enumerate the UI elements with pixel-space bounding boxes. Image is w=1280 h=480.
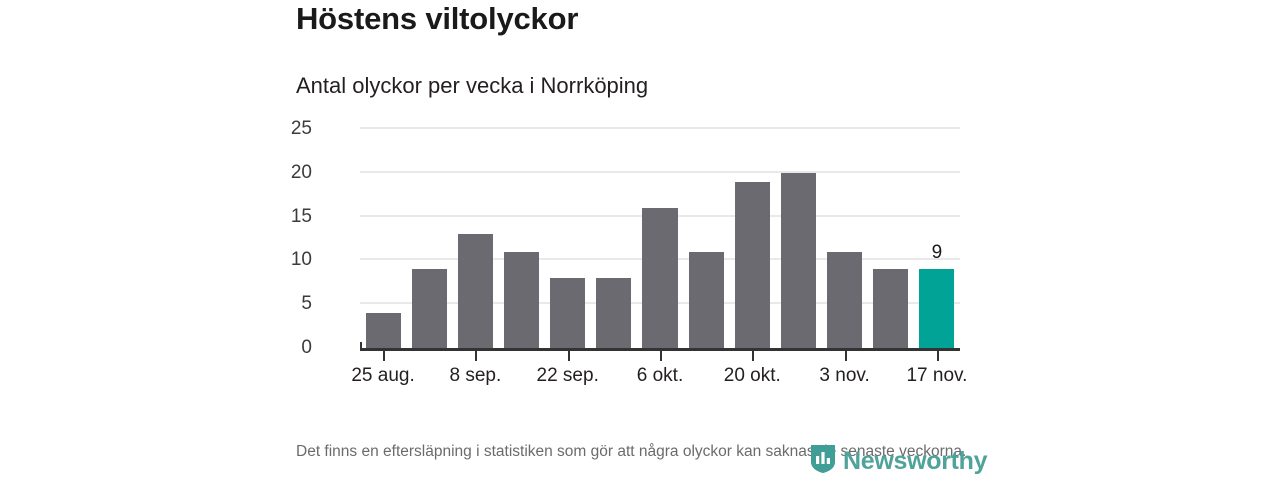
x-axis-tick <box>844 351 847 361</box>
bar[interactable] <box>596 277 632 348</box>
newsworthy-wordmark: Newsworthy <box>843 446 988 475</box>
x-axis-tick <box>567 351 570 361</box>
bar-highlighted[interactable]: 9 <box>919 242 955 348</box>
x-axis-tick <box>936 351 939 361</box>
x-axis-tick <box>383 351 386 361</box>
bar[interactable] <box>827 251 863 348</box>
gridline <box>360 127 960 129</box>
x-axis-tick-label: 8 sep. <box>449 365 502 386</box>
gridline <box>360 170 960 173</box>
bar[interactable] <box>873 269 909 348</box>
x-axis-tick <box>475 351 478 361</box>
page-title: Höstens viltolyckor <box>296 1 579 36</box>
bar[interactable] <box>734 181 770 348</box>
x-axis-tick-label: 3 nov. <box>819 365 870 386</box>
y-axis-origin-cap <box>360 342 362 351</box>
y-axis-tick-label: 0 <box>301 337 312 358</box>
bar[interactable] <box>642 207 678 348</box>
x-axis-tick-label: 17 nov. <box>906 365 968 386</box>
footnote: Det finns en eftersläpning i statistiken… <box>296 443 967 460</box>
y-axis-tick-label: 10 <box>290 249 312 271</box>
bar[interactable] <box>411 269 447 348</box>
x-axis-tick <box>660 351 662 361</box>
x-axis-line <box>360 348 960 351</box>
x-axis-tick <box>752 351 755 361</box>
bar[interactable] <box>365 312 401 348</box>
bar-value-label: 9 <box>931 242 943 264</box>
y-axis-tick-label: 20 <box>290 161 312 183</box>
y-axis-tick-label: 5 <box>301 293 312 315</box>
bar-chart: 0 5 10 15 20 25 9 25 aug. 8 sep. 22 sep. 6 okt. 2… <box>291 118 976 388</box>
page-subtitle: Antal olyckor per vecka i Norrköping <box>296 73 649 98</box>
y-axis-tick-label: 15 <box>290 205 312 227</box>
x-axis-tick-label: 20 okt. <box>723 365 781 386</box>
newsworthy-logo[interactable]: Newsworthy <box>810 444 988 479</box>
bar[interactable] <box>688 251 724 348</box>
bar-series: 9 <box>360 129 960 348</box>
y-axis-tick-label: 25 <box>290 118 312 139</box>
bar[interactable] <box>550 277 586 348</box>
newsworthy-shield-bars-icon <box>810 444 836 479</box>
bar[interactable] <box>457 234 493 348</box>
bar[interactable] <box>504 251 540 348</box>
x-axis-tick-label: 22 sep. <box>536 365 599 386</box>
x-axis-tick-label: 25 aug. <box>351 365 415 386</box>
bar[interactable] <box>780 172 816 348</box>
x-axis-tick-label: 6 okt. <box>636 365 684 386</box>
